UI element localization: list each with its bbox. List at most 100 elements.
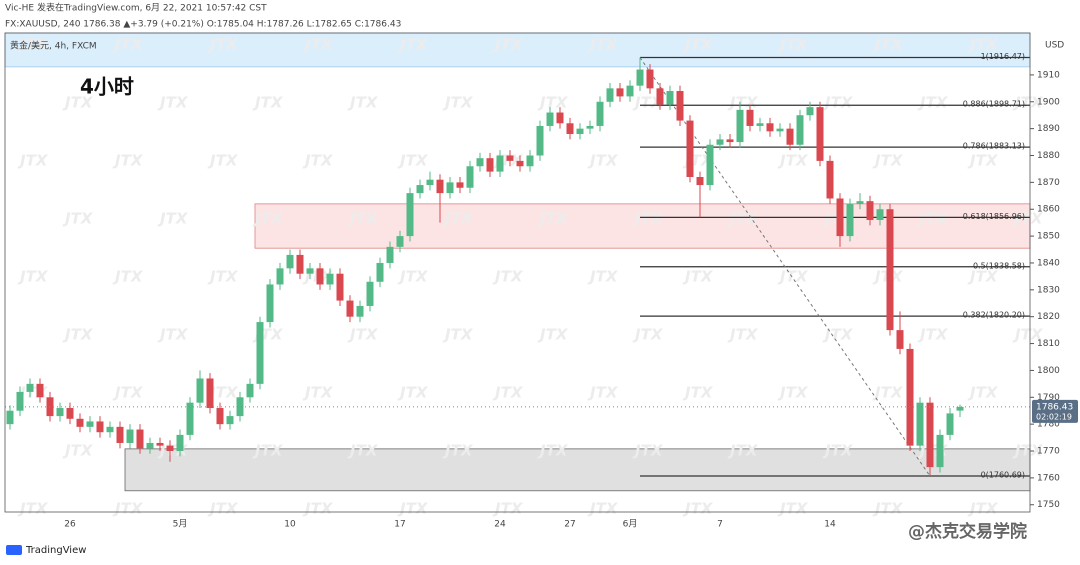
watermark: JTX: [777, 384, 809, 402]
candle-body: [526, 155, 534, 167]
y-tick-label: 1850: [1037, 232, 1060, 242]
x-tick-label: 14: [824, 520, 836, 530]
watermark: JTX: [17, 36, 49, 54]
zone: [124, 448, 1031, 492]
x-tick-label: 10: [284, 520, 296, 530]
watermark: JTX: [112, 384, 144, 402]
legend: 黄金/美元, 4h, FXCM: [10, 40, 97, 52]
watermark: JTX: [17, 500, 49, 518]
candle-body: [616, 88, 624, 97]
candle-body: [76, 418, 84, 427]
axis-unit: USD: [1045, 41, 1064, 51]
candle-body: [576, 128, 584, 135]
candle-body: [646, 69, 654, 89]
candle-body: [766, 123, 774, 132]
candle-body: [136, 429, 144, 449]
x-tick-label: 27: [564, 520, 575, 530]
candle-body: [606, 88, 614, 102]
x-tick-label: 24: [494, 520, 506, 530]
candle-body: [876, 209, 884, 220]
countdown: 02:02:19: [1036, 412, 1072, 421]
candle-body: [106, 426, 114, 433]
watermark: JTX: [537, 94, 569, 112]
candle-body: [306, 268, 314, 274]
candle-body: [276, 268, 284, 285]
watermark: JTX: [727, 326, 759, 344]
watermark: JTX: [252, 94, 284, 112]
candle-body: [146, 442, 154, 449]
candle-body: [226, 416, 234, 425]
watermark: JTX: [302, 500, 334, 518]
watermark: JTX: [587, 384, 619, 402]
watermark: JTX: [17, 268, 49, 286]
watermark: JTX: [157, 94, 189, 112]
candle-body: [376, 262, 384, 282]
candle-body: [516, 160, 524, 167]
candle-body: [186, 402, 194, 435]
candle-body: [266, 284, 274, 323]
watermark: JTX: [587, 500, 619, 518]
watermark: JTX: [777, 268, 809, 286]
watermark: JTX: [207, 36, 239, 54]
candle-body: [36, 383, 44, 398]
watermark: JTX: [967, 268, 999, 286]
candle-body: [56, 408, 64, 417]
watermark: JTX: [207, 268, 239, 286]
watermark: JTX: [777, 36, 809, 54]
watermark: JTX: [62, 326, 94, 344]
y-tick-label: 1860: [1037, 205, 1060, 215]
watermark: JTX: [397, 152, 429, 170]
candle-body: [756, 123, 764, 126]
candle-body: [216, 408, 224, 425]
watermark: JTX: [917, 326, 949, 344]
logo: TradingView: [25, 545, 86, 556]
candle-body: [566, 123, 574, 135]
candle-body: [786, 128, 794, 145]
watermark: JTX: [302, 36, 334, 54]
candle-body: [246, 383, 254, 398]
candle-body: [806, 107, 814, 116]
candle-body: [416, 185, 424, 194]
watermark: JTX: [587, 152, 619, 170]
fib-label: 0.618(1856.96): [963, 212, 1025, 221]
x-tick-label: 7: [717, 520, 723, 530]
watermark: JTX: [347, 442, 379, 460]
watermark: JTX: [252, 210, 284, 228]
candle-body: [916, 402, 924, 446]
watermark: JTX: [442, 210, 474, 228]
candle-body: [316, 268, 324, 285]
watermark: JTX: [112, 36, 144, 54]
candle-body: [16, 391, 24, 411]
y-tick-label: 1890: [1037, 124, 1060, 134]
last-price-label: 1786.43: [1036, 402, 1073, 412]
candle-body: [676, 91, 684, 121]
watermark: JTX: [1012, 210, 1044, 228]
candle-body: [886, 209, 894, 331]
watermark: JTX: [62, 442, 94, 460]
watermark: JTX: [632, 94, 664, 112]
candle-body: [556, 112, 564, 124]
watermark: JTX: [347, 210, 379, 228]
candle-body: [96, 421, 104, 433]
watermark: JTX: [682, 268, 714, 286]
candle-body: [626, 85, 634, 97]
watermark: JTX: [442, 94, 474, 112]
watermark: JTX: [492, 384, 524, 402]
watermark: JTX: [967, 500, 999, 518]
candle-body: [506, 155, 514, 161]
candle-body: [636, 69, 644, 86]
candle-body: [406, 193, 414, 237]
candle-body: [666, 91, 674, 105]
watermark: JTX: [442, 442, 474, 460]
watermark: JTX: [207, 500, 239, 518]
x-tick-label: 6月: [623, 519, 638, 530]
watermark: JTX: [537, 442, 569, 460]
watermark: JTX: [112, 268, 144, 286]
candle-body: [336, 273, 344, 301]
watermark: JTX: [302, 152, 334, 170]
candle-body: [936, 434, 944, 468]
y-tick-label: 1800: [1037, 366, 1060, 376]
watermark: JTX: [492, 268, 524, 286]
candle-body: [286, 254, 294, 269]
